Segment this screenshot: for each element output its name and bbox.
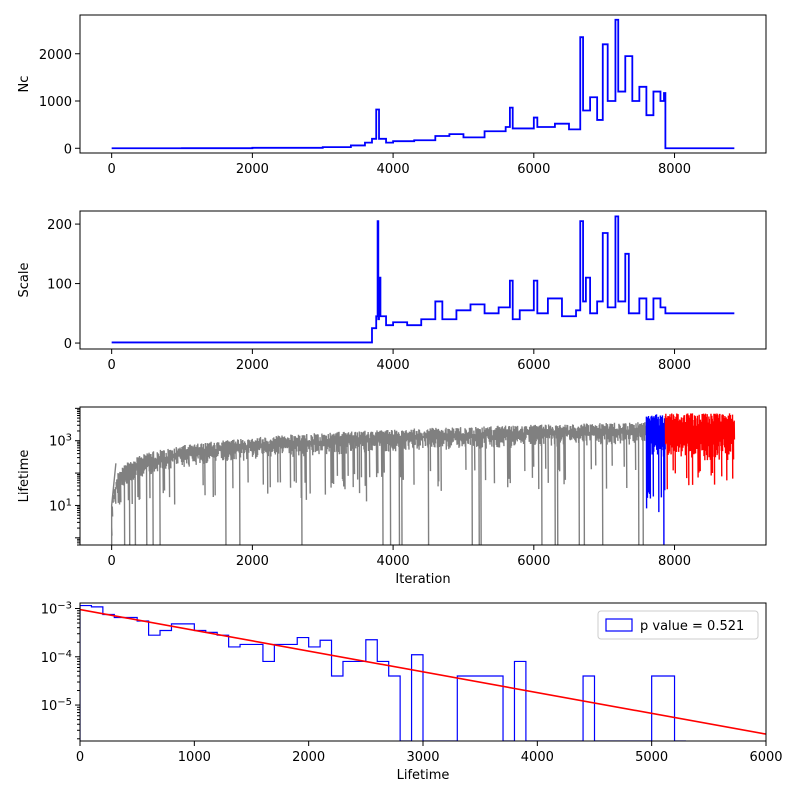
x-tick-label: 3000 (406, 750, 439, 765)
x-tick-label: 6000 (517, 358, 550, 373)
x-axis-label: Iteration (395, 572, 450, 587)
x-tick-label: 4000 (377, 162, 410, 177)
x-tick-label: 0 (76, 750, 84, 765)
y-tick-label: 100 (47, 278, 72, 293)
y-tick-label: 200 (47, 218, 72, 233)
plot-area-3 (110, 413, 736, 545)
histogram-steps (80, 604, 686, 741)
series-line-0 (111, 18, 735, 150)
fit-line (80, 608, 766, 735)
y-tick-label: 0 (64, 337, 72, 352)
x-tick-label: 0 (108, 554, 116, 569)
y-tick-label: 1000 (39, 95, 72, 110)
y-tick-label: 10−5 (41, 697, 72, 715)
legend-box (597, 610, 759, 640)
plot-area-1 (111, 18, 735, 150)
plot-area-4 (80, 604, 766, 741)
x-axis-label: Lifetime (397, 768, 450, 783)
series-line-1 (645, 414, 667, 545)
x-tick-label: 6000 (517, 554, 550, 569)
axes-frame (79, 210, 767, 350)
y-axis-label: Scale (17, 263, 32, 298)
x-tick-label: 0 (108, 162, 116, 177)
panel-2: 0 2000 4000 6000 8000 0 100 200 Scale (17, 210, 767, 373)
panel-1: 0 2000 4000 6000 8000 0 1000 2000 Nc (17, 14, 767, 177)
y-tick-label: 10−3 (41, 600, 72, 618)
x-tick-label: 8000 (658, 554, 691, 569)
y-axis-label: Nc (17, 76, 32, 93)
x-tick-label: 2000 (292, 750, 325, 765)
panel-3: 0 2000 4000 6000 8000 101 103 Lifetime Iteration (17, 406, 767, 587)
x-tick-label: 8000 (658, 162, 691, 177)
x-tick-label: 4000 (377, 358, 410, 373)
panel-4: p value = 0.521 0 1000 2000 3000 4000 5000 6000… (41, 600, 783, 783)
x-tick-label: 4000 (521, 750, 554, 765)
plot-area-2 (111, 215, 735, 344)
x-tick-label: 2000 (236, 554, 269, 569)
x-tick-label: 2000 (236, 358, 269, 373)
x-tick-label: 2000 (236, 162, 269, 177)
x-tick-label: 1000 (178, 750, 211, 765)
y-tick-label: 0 (64, 142, 72, 157)
series-line-0 (111, 215, 735, 344)
series-line-0 (110, 422, 648, 545)
y-axis-label: Lifetime (17, 450, 32, 503)
x-tick-label: 0 (108, 358, 116, 373)
x-tick-label: 8000 (658, 358, 691, 373)
x-tick-label: 6000 (749, 750, 782, 765)
series-line-2 (664, 413, 736, 490)
legend-label: p value = 0.521 (640, 619, 744, 634)
y-tick-label: 10−4 (41, 648, 72, 666)
axes-frame (79, 14, 767, 154)
y-tick-label: 2000 (39, 48, 72, 63)
x-tick-label: 5000 (635, 750, 668, 765)
x-tick-label: 6000 (517, 162, 550, 177)
x-tick-label: 4000 (377, 554, 410, 569)
y-tick-label: 101 (49, 497, 72, 515)
legend-swatch (605, 618, 633, 632)
legend: p value = 0.521 (597, 610, 759, 640)
y-tick-label: 103 (49, 432, 72, 450)
